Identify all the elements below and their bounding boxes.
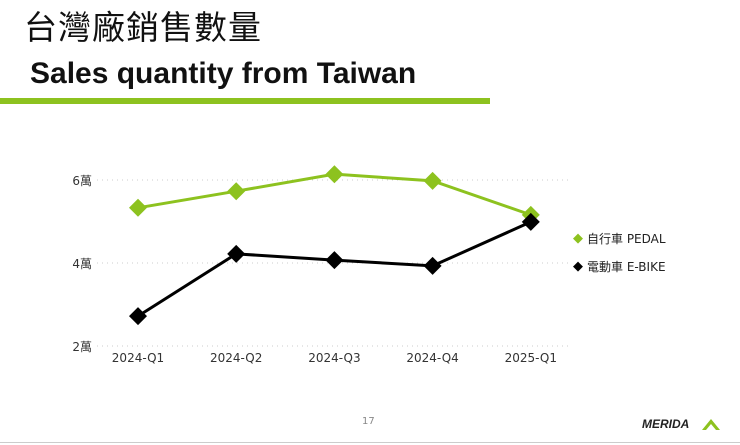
title-underline: [0, 98, 490, 104]
data-point-marker: [325, 165, 344, 184]
data-point-marker: [227, 182, 246, 201]
data-point-marker: [227, 244, 246, 263]
title-english: Sales quantity from Taiwan: [30, 57, 417, 90]
legend-label: 電動車 E-BIKE: [587, 260, 666, 274]
data-point-marker: [129, 198, 147, 217]
black-diamond-icon: ◆: [573, 259, 583, 274]
x-tick-label: 2024-Q4: [406, 351, 458, 365]
y-tick-label: 2萬: [72, 340, 92, 354]
x-tick-label: 2024-Q2: [210, 351, 262, 365]
page-number: 17: [362, 416, 375, 427]
title-chinese: 台灣廠銷售數量: [24, 8, 262, 47]
legend-item-ebike: ◆ 電動車 E-BIKE: [573, 258, 666, 275]
legend-label: 自行車 PEDAL: [587, 232, 666, 246]
data-point-marker: [521, 212, 540, 231]
x-tick-label: 2024-Q1: [112, 351, 164, 365]
data-point-marker: [129, 307, 147, 326]
svg-text:MERIDA: MERIDA: [642, 417, 689, 431]
footer-divider: [0, 442, 740, 443]
data-point-marker: [423, 171, 442, 190]
y-tick-label: 4萬: [72, 257, 92, 271]
data-point-marker: [325, 251, 344, 270]
data-point-marker: [423, 256, 442, 275]
x-tick-label: 2025-Q1: [505, 351, 557, 365]
green-diamond-icon: ◆: [573, 231, 583, 246]
x-tick-label: 2024-Q3: [308, 351, 360, 365]
legend-item-pedal: ◆ 自行車 PEDAL: [573, 230, 666, 247]
y-tick-label: 6萬: [72, 174, 92, 188]
merida-logo: MERIDA: [642, 414, 722, 438]
